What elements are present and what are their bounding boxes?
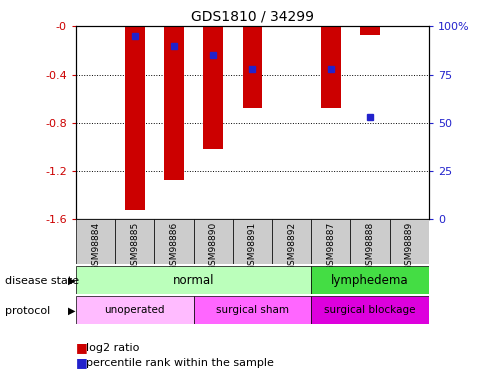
Text: GSM98884: GSM98884 bbox=[91, 222, 100, 271]
Bar bbox=[194, 296, 311, 324]
Text: ▶: ▶ bbox=[68, 276, 75, 285]
Text: surgical sham: surgical sham bbox=[216, 305, 289, 315]
Bar bbox=[311, 219, 350, 264]
Text: ■: ■ bbox=[76, 356, 88, 369]
Bar bbox=[125, 26, 145, 210]
Text: ▶: ▶ bbox=[68, 306, 75, 315]
Text: unoperated: unoperated bbox=[104, 305, 165, 315]
Bar bbox=[272, 219, 311, 264]
Text: ■: ■ bbox=[76, 341, 88, 354]
Bar bbox=[164, 26, 184, 180]
Text: GSM98886: GSM98886 bbox=[170, 222, 178, 271]
Text: normal: normal bbox=[173, 274, 214, 287]
Text: protocol: protocol bbox=[5, 306, 50, 315]
Text: surgical blockage: surgical blockage bbox=[324, 305, 416, 315]
Bar bbox=[233, 219, 272, 264]
Bar bbox=[76, 266, 311, 294]
Text: GSM98892: GSM98892 bbox=[287, 222, 296, 271]
Text: GSM98891: GSM98891 bbox=[248, 222, 257, 271]
Text: percentile rank within the sample: percentile rank within the sample bbox=[86, 358, 273, 368]
Text: GSM98888: GSM98888 bbox=[366, 222, 374, 271]
Text: GSM98889: GSM98889 bbox=[405, 222, 414, 271]
Text: GSM98885: GSM98885 bbox=[130, 222, 139, 271]
Bar bbox=[115, 219, 154, 264]
Bar bbox=[390, 219, 429, 264]
Bar bbox=[350, 219, 390, 264]
Text: log2 ratio: log2 ratio bbox=[86, 343, 139, 352]
Bar bbox=[311, 266, 429, 294]
Bar bbox=[76, 219, 115, 264]
Text: GSM98890: GSM98890 bbox=[209, 222, 218, 271]
Bar bbox=[321, 26, 341, 108]
Bar bbox=[194, 219, 233, 264]
Bar bbox=[203, 26, 223, 149]
Bar bbox=[243, 26, 262, 108]
Bar bbox=[311, 296, 429, 324]
Title: GDS1810 / 34299: GDS1810 / 34299 bbox=[191, 10, 314, 24]
Bar bbox=[154, 219, 194, 264]
Bar bbox=[76, 296, 194, 324]
Text: lymphedema: lymphedema bbox=[331, 274, 409, 287]
Bar bbox=[360, 26, 380, 35]
Text: disease state: disease state bbox=[5, 276, 79, 285]
Text: GSM98887: GSM98887 bbox=[326, 222, 335, 271]
